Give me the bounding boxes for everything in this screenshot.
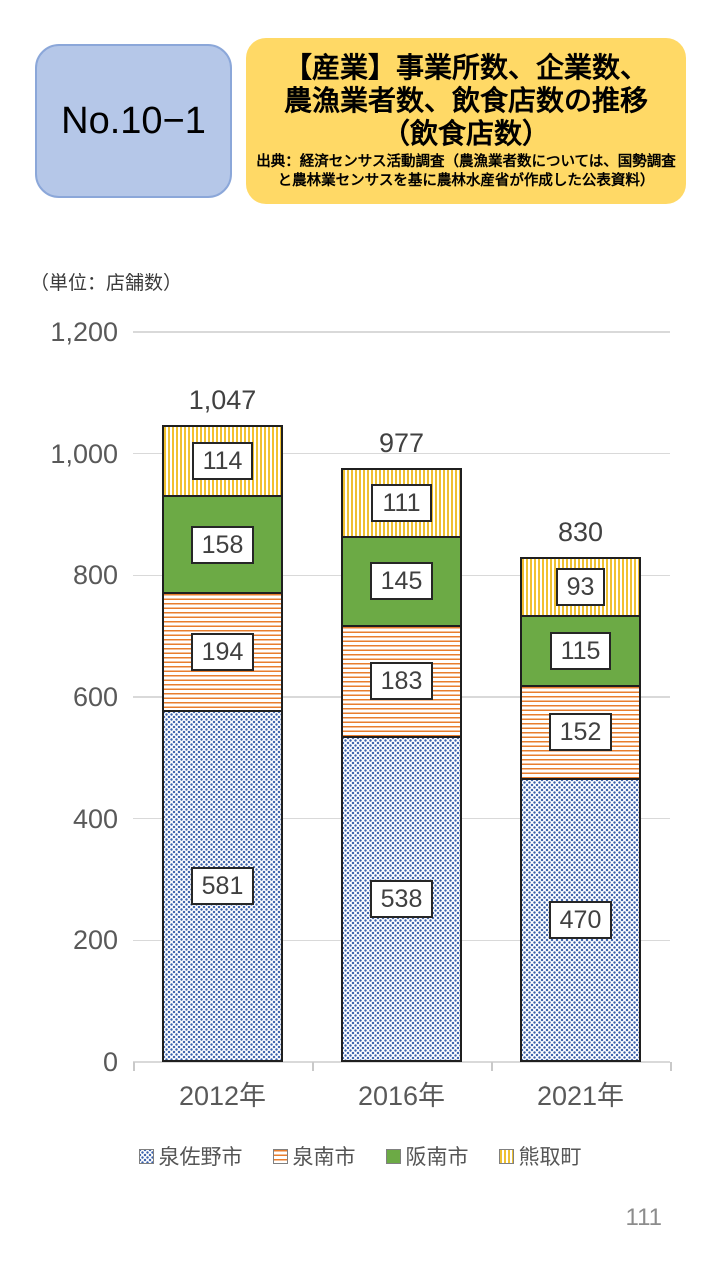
y-axis-tick-label: 1,200 — [50, 317, 118, 347]
bar-segment: 470 — [522, 777, 639, 1060]
source-line-1: 出典：経済センサス活動調査（農漁業者数については、国勢調査 — [256, 154, 676, 171]
segment-value-label: 581 — [190, 867, 255, 906]
title-box: 【産業】事業所数、企業数、 農漁業者数、飲食店数の推移 （飲食店数） 出典：経済… — [246, 38, 686, 204]
segment-value-label: 114 — [191, 442, 254, 481]
gridline — [133, 331, 670, 333]
chart-title-line-1: 【産業】事業所数、企業数、 — [283, 52, 648, 84]
header: No.10−1 【産業】事業所数、企業数、 農漁業者数、飲食店数の推移 （飲食店… — [35, 38, 686, 204]
segment-value-label: 152 — [548, 713, 613, 752]
bar-total-label: 1,047 — [188, 385, 257, 416]
segment-value-label: 183 — [369, 662, 434, 701]
source-note: 出典：経済センサス活動調査（農漁業者数については、国勢調査 と農林業センサスを基… — [256, 153, 675, 191]
x-axis-category-label: 2012年 — [178, 1081, 267, 1111]
segment-value-label: 111 — [371, 483, 432, 522]
legend-swatch-icon — [385, 1148, 401, 1164]
chart-title-line-2: 農漁業者数、飲食店数の推移 — [283, 85, 648, 117]
x-axis-tick — [312, 1062, 314, 1071]
segment-value-label: 115 — [549, 631, 612, 670]
unit-label: （単位：店舗数） — [30, 273, 183, 294]
bar-segment: 145 — [343, 536, 460, 625]
legend-label: 阪南市 — [405, 1146, 469, 1169]
segment-value-label: 538 — [369, 880, 434, 919]
x-axis-tick — [133, 1062, 135, 1071]
source-line-2: と農林業センサスを基に農林水産省が作成した公表資料） — [277, 173, 655, 190]
legend-item: 熊取町 — [498, 1141, 582, 1171]
legend-label: 熊取町 — [518, 1146, 582, 1169]
bar-segment: 158 — [164, 495, 281, 592]
bar-segment: 183 — [343, 624, 460, 737]
gridline — [133, 452, 670, 455]
segment-value-label: 194 — [190, 633, 255, 672]
x-axis-category-label: 2021年 — [536, 1081, 625, 1111]
legend-label: 泉佐野市 — [158, 1146, 243, 1169]
x-axis-category-label: 2016年 — [357, 1081, 446, 1111]
stacked-bar-2012年: 114 158 194 581 — [162, 425, 283, 1062]
chart-legend: 泉佐野市 泉南市 阪南市 熊取町 — [0, 1141, 720, 1171]
bar-segment: 152 — [522, 685, 639, 778]
y-axis-tick-label: 800 — [72, 560, 118, 591]
y-axis-tick-label: 400 — [72, 803, 118, 834]
legend-label: 泉南市 — [292, 1146, 356, 1169]
stacked-bar-2021年: 93 115 152 470 — [520, 557, 641, 1062]
segment-value-label: 158 — [190, 525, 255, 564]
legend-item: 阪南市 — [385, 1141, 469, 1171]
segment-value-label: 470 — [548, 900, 613, 939]
slide-number-badge: No.10−1 — [35, 44, 232, 198]
y-axis-tick-label: 200 — [72, 925, 118, 956]
bar-segment: 114 — [164, 427, 281, 496]
bar-segment: 581 — [164, 710, 281, 1060]
segment-value-label: 145 — [369, 562, 434, 601]
legend-item: 泉佐野市 — [138, 1141, 243, 1171]
slide-number-label: No.10−1 — [61, 99, 206, 142]
bar-segment: 538 — [343, 736, 460, 1060]
bar-segment: 111 — [343, 469, 460, 537]
bar-segment: 194 — [164, 591, 281, 711]
legend-swatch-icon — [272, 1148, 288, 1164]
page-number: 111 — [625, 1204, 662, 1231]
y-axis-tick-label: 600 — [72, 682, 118, 712]
bar-total-label: 977 — [378, 427, 425, 458]
legend-swatch-icon — [498, 1148, 514, 1164]
stacked-bar-2016年: 111 145 183 538 — [341, 467, 462, 1062]
bar-total-label: 830 — [557, 517, 604, 548]
chart-title-line-3: （飲食店数） — [381, 118, 550, 150]
gridline — [133, 1061, 670, 1063]
x-axis-tick — [670, 1062, 672, 1071]
bar-segment: 93 — [522, 559, 639, 615]
y-axis-tick-label: 1,000 — [50, 438, 118, 469]
segment-value-label: 93 — [555, 567, 606, 606]
x-axis-tick — [491, 1062, 493, 1071]
y-axis-tick-label: 0 — [102, 1047, 118, 1077]
bar-segment: 115 — [522, 614, 639, 686]
legend-item: 泉南市 — [272, 1141, 356, 1171]
legend-swatch-icon — [138, 1148, 154, 1164]
